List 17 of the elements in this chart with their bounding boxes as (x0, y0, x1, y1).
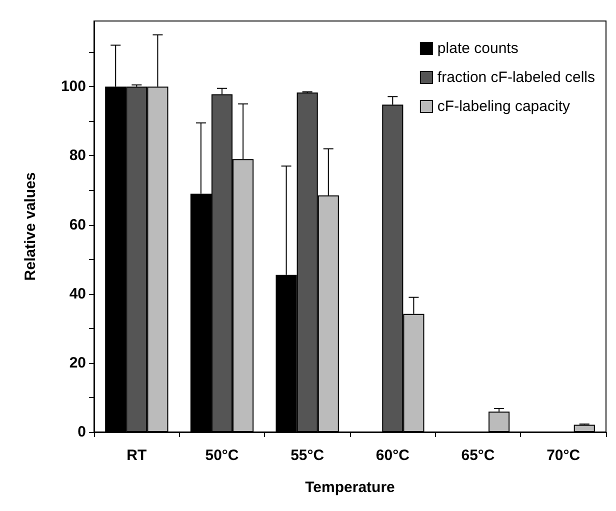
y-tick-label: 0 (78, 424, 86, 440)
x-tick-label: 55°C (290, 447, 324, 464)
y-tick-label: 20 (69, 354, 86, 372)
x-tick-label: 65°C (461, 447, 495, 464)
y-tick-label: 40 (69, 285, 86, 302)
y-tick-label: 100 (60, 78, 86, 96)
legend-label: fraction cF-labeled cells (437, 69, 596, 86)
legend-label: cF-labeling capacity (437, 98, 570, 115)
y-axis-title: Relative values (22, 172, 39, 281)
x-axis-title: Temperature (305, 479, 395, 496)
y-tick-label: 80 (69, 147, 86, 164)
x-tick-label: 50°C (205, 447, 239, 464)
y-tick-label: 60 (69, 216, 86, 234)
x-tick-label: RT (126, 447, 147, 464)
x-tick-label: 70°C (546, 447, 580, 464)
legend-label: plate counts (437, 40, 518, 57)
x-tick-label: 60°C (376, 447, 410, 464)
